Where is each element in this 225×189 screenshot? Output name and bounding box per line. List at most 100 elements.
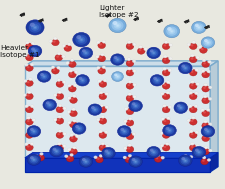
Circle shape — [167, 69, 171, 72]
Polygon shape — [25, 153, 217, 158]
Circle shape — [151, 52, 155, 54]
Circle shape — [188, 155, 192, 158]
Circle shape — [207, 86, 211, 89]
Circle shape — [196, 26, 200, 29]
Circle shape — [77, 76, 87, 84]
Circle shape — [181, 158, 187, 163]
Circle shape — [70, 62, 72, 64]
Circle shape — [202, 149, 205, 152]
Circle shape — [105, 150, 111, 156]
Circle shape — [126, 43, 133, 50]
Circle shape — [82, 158, 85, 161]
Circle shape — [200, 109, 204, 112]
Circle shape — [104, 131, 108, 134]
Circle shape — [138, 46, 142, 49]
Circle shape — [95, 55, 99, 58]
Circle shape — [189, 83, 196, 89]
Circle shape — [100, 108, 103, 110]
Circle shape — [114, 57, 120, 62]
Circle shape — [38, 156, 41, 158]
Circle shape — [155, 79, 158, 82]
Circle shape — [70, 59, 74, 62]
Circle shape — [32, 132, 35, 135]
Circle shape — [113, 73, 121, 80]
Bar — [25, 66, 209, 172]
Circle shape — [104, 149, 108, 153]
Circle shape — [30, 23, 35, 27]
Circle shape — [27, 44, 29, 46]
Circle shape — [190, 81, 194, 84]
Circle shape — [107, 152, 109, 154]
Circle shape — [75, 35, 87, 45]
Circle shape — [42, 75, 45, 78]
Circle shape — [112, 21, 117, 25]
Circle shape — [106, 152, 110, 155]
Circle shape — [163, 44, 166, 46]
Circle shape — [202, 127, 212, 135]
Circle shape — [183, 67, 186, 70]
Circle shape — [99, 106, 106, 113]
Circle shape — [122, 130, 126, 133]
Circle shape — [116, 76, 118, 77]
Circle shape — [96, 41, 100, 44]
Circle shape — [32, 158, 36, 161]
Circle shape — [166, 27, 171, 31]
Circle shape — [126, 60, 133, 67]
Circle shape — [201, 61, 209, 67]
Circle shape — [70, 73, 72, 75]
Circle shape — [79, 38, 83, 42]
Circle shape — [199, 47, 206, 53]
Circle shape — [132, 159, 138, 164]
Circle shape — [189, 70, 196, 76]
Circle shape — [127, 134, 130, 137]
Circle shape — [202, 136, 205, 139]
Circle shape — [123, 131, 125, 132]
Circle shape — [188, 91, 192, 94]
Circle shape — [167, 129, 171, 132]
Circle shape — [76, 126, 82, 131]
Circle shape — [30, 143, 34, 146]
Circle shape — [201, 148, 209, 155]
Circle shape — [129, 106, 133, 109]
Circle shape — [206, 131, 208, 132]
Circle shape — [46, 102, 53, 107]
Circle shape — [166, 117, 169, 120]
Circle shape — [110, 54, 124, 65]
Circle shape — [126, 120, 133, 126]
Circle shape — [134, 105, 136, 107]
Circle shape — [165, 91, 169, 94]
Circle shape — [27, 145, 29, 148]
Circle shape — [69, 110, 77, 117]
Circle shape — [81, 80, 83, 81]
Circle shape — [104, 106, 108, 109]
Circle shape — [99, 118, 106, 124]
Circle shape — [101, 115, 104, 119]
Circle shape — [133, 104, 137, 107]
Circle shape — [33, 26, 37, 29]
Circle shape — [27, 120, 29, 122]
Circle shape — [31, 157, 37, 162]
Circle shape — [194, 92, 197, 95]
Circle shape — [57, 108, 60, 110]
Circle shape — [81, 158, 90, 166]
Circle shape — [178, 62, 191, 74]
Circle shape — [201, 156, 205, 159]
Circle shape — [117, 126, 130, 137]
Circle shape — [58, 104, 62, 107]
Circle shape — [56, 81, 63, 87]
Circle shape — [128, 156, 142, 167]
Circle shape — [203, 83, 207, 86]
Circle shape — [57, 52, 61, 55]
Circle shape — [69, 122, 77, 128]
Circle shape — [194, 149, 198, 152]
Circle shape — [164, 41, 167, 44]
Circle shape — [150, 75, 163, 86]
Circle shape — [206, 42, 208, 43]
Circle shape — [200, 70, 204, 73]
Circle shape — [137, 48, 144, 54]
Circle shape — [160, 92, 164, 95]
Circle shape — [194, 131, 198, 134]
Circle shape — [162, 125, 176, 136]
Circle shape — [148, 49, 158, 57]
Circle shape — [53, 149, 59, 154]
